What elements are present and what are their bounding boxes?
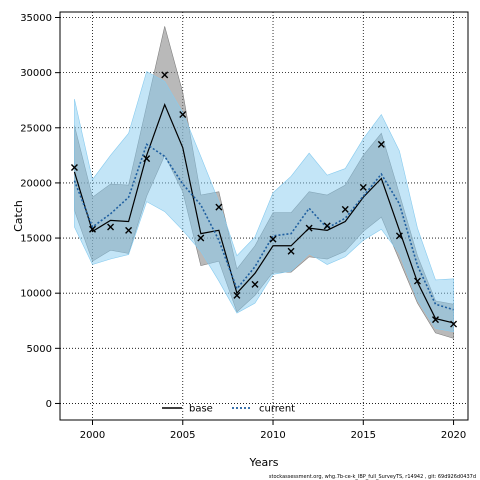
observed-point (107, 223, 115, 231)
observed-point (269, 235, 277, 243)
x-tick-label: 2010 (260, 430, 285, 441)
legend: base current (162, 404, 295, 415)
observed-point (287, 247, 295, 255)
y-axis-label: Catch (12, 200, 25, 232)
line-current (73, 143, 454, 311)
observed-point (432, 316, 439, 324)
observed-point (179, 111, 187, 119)
x-axis-label: Years (248, 456, 278, 469)
y-tick-label: 5000 (27, 344, 52, 355)
y-tick-label: 0 (46, 399, 52, 410)
confidence-bands (74, 26, 454, 339)
observed-point (359, 183, 367, 191)
y-tick-label: 10000 (20, 289, 52, 300)
y-tick-label: 25000 (20, 123, 52, 134)
observed-point (395, 232, 403, 240)
y-tick-label: 15000 (20, 234, 52, 245)
observed-point (413, 277, 421, 285)
observed-points (70, 71, 458, 328)
observed-point (161, 71, 169, 79)
band-current (74, 71, 454, 333)
legend-label-current: current (259, 404, 295, 415)
x-tick-label: 2000 (80, 430, 105, 441)
x-tick-label: 2015 (351, 430, 376, 441)
series-lines (73, 102, 454, 324)
x-tick-label: 2020 (441, 430, 466, 441)
y-tick-label: 20000 (20, 178, 52, 189)
footnote: stockassessment.org, whg.7b-ce-k_IBP_ful… (269, 474, 476, 480)
observed-point (89, 225, 96, 233)
y-tick-label: 30000 (20, 68, 52, 79)
observed-point (233, 291, 241, 299)
observed-point (215, 203, 223, 211)
observed-point (197, 234, 205, 242)
observed-point (305, 224, 313, 232)
axes: 2000 2005 2010 2015 2020 0 5000 10000 15000 20000… (20, 13, 466, 441)
plot-frame (59, 11, 469, 421)
observed-point (251, 280, 259, 288)
observed-point (450, 320, 458, 328)
observed-point (377, 140, 385, 148)
observed-point (125, 226, 133, 234)
line-base (73, 102, 454, 324)
observed-point (143, 155, 151, 163)
y-tick-label: 35000 (20, 13, 52, 24)
x-tick-label: 2005 (170, 430, 195, 441)
legend-label-base: base (189, 404, 213, 415)
observed-point (323, 222, 331, 230)
observed-point (341, 205, 349, 213)
observed-point (70, 163, 78, 171)
